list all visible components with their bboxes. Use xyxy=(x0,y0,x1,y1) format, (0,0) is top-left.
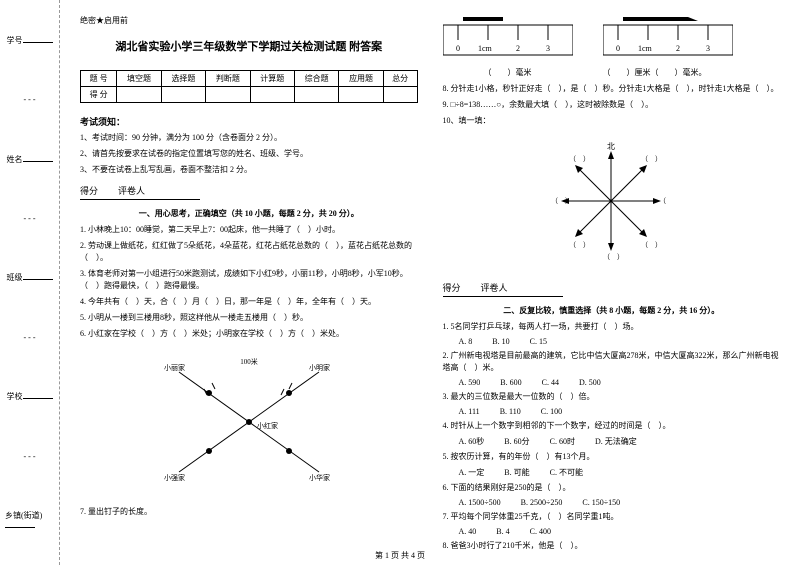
svg-text:（ ）: （ ） xyxy=(641,241,662,249)
notice-item: 2、请首先按要求在试卷的指定位置填写您的姓名、班级、学号。 xyxy=(80,148,418,160)
question-text: 8. 爸爸3小时行了210千米，他是（ ）。 xyxy=(443,540,781,552)
question-text: 7. 量出钉子的长度。 xyxy=(80,506,418,518)
right-column: 0 1cm 2 3 0 1cm xyxy=(443,15,781,560)
question-text: 2. 广州新电视塔是目前最高的建筑，它比中信大厦高278米，中信大厦高322米，… xyxy=(443,350,781,374)
diagram-label: 小强家 xyxy=(164,473,185,482)
question-text: 8. 分针走1小格，秒针正好走（ ），是（ ）秒。分针走1大格是（ ），时针走1… xyxy=(443,83,781,95)
ruler-diagram: 0 1cm 2 3 xyxy=(603,15,733,57)
options-row: A. 一定 B. 可能 C. 不可能 xyxy=(459,467,781,478)
ruler-label: （ ）毫米 xyxy=(443,67,573,79)
question-text: 3. 最大的三位数是最大一位数的（ ）倍。 xyxy=(443,391,781,403)
diagram-label: 小明家 xyxy=(309,363,330,372)
svg-text:（ ）: （ ） xyxy=(603,253,624,261)
question-text: 5. 小明从一楼到三楼用8秒，照这样他从一楼走五楼用（ ）秒。 xyxy=(80,312,418,324)
score-table: 题 号 填空题 选择题 判断题 计算题 综合题 应用题 总分 得 分 xyxy=(80,70,418,103)
dashed-mark: - - - xyxy=(24,333,36,342)
diagram-label: 小红家 xyxy=(257,421,278,430)
dashed-mark: - - - xyxy=(24,452,36,461)
page-footer: 第 1 页 共 4 页 xyxy=(375,550,425,561)
ruler-labels: （ ）毫米 （ ）厘米（ ）毫米。 xyxy=(443,67,781,79)
question-text: 6. 小红家在学校（ ）方（ ）米处；小明家在学校（ ）方（ ）米处。 xyxy=(80,328,418,340)
diagram-label: 小丽家 xyxy=(164,363,185,372)
dashed-mark: - - - xyxy=(24,214,36,223)
svg-text:0: 0 xyxy=(616,44,620,53)
score-eval-box: 得分 评卷人 xyxy=(443,281,563,297)
question-text: 1. 5名同学打乒乓球，每两人打一场，共要打（ ）场。 xyxy=(443,321,781,333)
score-eval-box: 得分 评卷人 xyxy=(80,184,200,200)
notice-heading: 考试须知： xyxy=(80,115,418,128)
svg-text:（ ）: （ ） xyxy=(551,197,572,205)
diagram-label: 小华家 xyxy=(309,473,330,482)
notice-item: 1、考试时间：90 分钟，满分为 100 分（含卷面分 2 分）。 xyxy=(80,132,418,144)
exam-page: 学号 - - - 姓名 - - - 班级 - - - 学校 - - - 乡镇(街… xyxy=(0,0,800,565)
options-row: A. 111 B. 110 C. 100 xyxy=(459,407,781,416)
binding-margin: 学号 - - - 姓名 - - - 班级 - - - 学校 - - - 乡镇(街… xyxy=(0,0,60,565)
svg-text:2: 2 xyxy=(676,44,680,53)
cross-diagram: 100米 小明家 小丽家 小华家 小强家 小红家 xyxy=(80,350,418,496)
reviewer-label: 评卷人 xyxy=(118,184,145,197)
question-text: 3. 体育老师对第一小组进行50米跑测试，成绩如下小红9秒，小丽11秒，小明8秒… xyxy=(80,268,418,292)
options-row: A. 8 B. 10 C. 15 xyxy=(459,337,781,346)
notice-item: 3、不要在试卷上乱写乱画，卷面不整洁扣 2 分。 xyxy=(80,164,418,176)
exam-title: 湖北省实验小学三年级数学下学期过关检测试题 附答案 xyxy=(80,38,418,54)
options-row: A. 590 B. 600 C. 44 D. 500 xyxy=(459,378,781,387)
score-label: 得分 xyxy=(443,281,461,294)
svg-text:（ ）: （ ） xyxy=(659,197,671,205)
score-label: 得分 xyxy=(80,184,98,197)
svg-text:1cm: 1cm xyxy=(638,44,653,53)
binding-label: 学校 xyxy=(7,391,53,402)
ruler-row: 0 1cm 2 3 0 1cm xyxy=(443,15,781,57)
question-text: 1. 小林晚上10：00睡觉，第二天早上7：00起床，他一共睡了（ ）小时。 xyxy=(80,224,418,236)
question-text: 9. □÷8=138……○，余数最大填（ ），这时被除数是（ ）。 xyxy=(443,99,781,111)
svg-text:1cm: 1cm xyxy=(478,44,493,53)
svg-text:2: 2 xyxy=(516,44,520,53)
svg-text:（ ）: （ ） xyxy=(641,155,662,163)
options-row: A. 60秒 B. 60分 C. 60时 D. 无法确定 xyxy=(459,436,781,447)
binding-label: 乡镇(街道) xyxy=(5,510,54,530)
binding-label: 姓名 xyxy=(7,154,53,165)
ruler-diagram: 0 1cm 2 3 xyxy=(443,15,573,57)
left-column: 绝密★启用前 湖北省实验小学三年级数学下学期过关检测试题 附答案 题 号 填空题… xyxy=(80,15,418,560)
confidential-mark: 绝密★启用前 xyxy=(80,15,418,26)
svg-text:（ ）: （ ） xyxy=(569,241,590,249)
question-text: 5. 按农历计算，有的年份（ ）有13个月。 xyxy=(443,451,781,463)
diagram-label: 100米 xyxy=(240,357,258,366)
question-text: 6. 下面的结果刚好是250的是（ ）。 xyxy=(443,482,781,494)
question-text: 7. 平均每个同学体重25千克，（ ）名同学重1吨。 xyxy=(443,511,781,523)
svg-text:北: 北 xyxy=(607,142,615,151)
svg-text:0: 0 xyxy=(456,44,460,53)
section2-title: 二、反复比较，慎重选择（共 8 小题，每题 2 分，共 16 分）。 xyxy=(443,305,781,317)
reviewer-label: 评卷人 xyxy=(481,281,508,294)
svg-text:3: 3 xyxy=(706,44,710,53)
svg-text:3: 3 xyxy=(546,44,550,53)
compass-diagram: 北 （ ） （ ） （ ） （ ） （ ） （ ） （ ） xyxy=(443,137,781,267)
ruler-label: （ ）厘米（ ）毫米。 xyxy=(603,67,707,79)
options-row: A. 40 B. 4 C. 400 xyxy=(459,527,781,536)
section1-title: 一、用心思考，正确填空（共 10 小题，每题 2 分，共 20 分）。 xyxy=(80,208,418,220)
dashed-mark: - - - xyxy=(24,95,36,104)
question-text: 10、填一填： xyxy=(443,115,781,127)
table-row: 得 分 xyxy=(81,87,418,103)
content-area: 绝密★启用前 湖北省实验小学三年级数学下学期过关检测试题 附答案 题 号 填空题… xyxy=(60,0,800,565)
table-row: 题 号 填空题 选择题 判断题 计算题 综合题 应用题 总分 xyxy=(81,71,418,87)
binding-label: 学号 xyxy=(7,35,53,46)
question-text: 4. 今年共有（ ）天，合（ ）月（ ）日，那一年是（ ）年，全年有（ ）天。 xyxy=(80,296,418,308)
svg-text:（ ）: （ ） xyxy=(569,155,590,163)
binding-label: 班级 xyxy=(7,272,53,283)
question-text: 4. 时针从上一个数字到相邻的下一个数字，经过的时间是（ ）。 xyxy=(443,420,781,432)
question-text: 2. 劳动课上做纸花，红红做了5朵纸花，4朵蓝花，红花占纸花总数的（ ），蓝花占… xyxy=(80,240,418,264)
options-row: A. 1500÷500 B. 2500÷250 C. 150÷150 xyxy=(459,498,781,507)
